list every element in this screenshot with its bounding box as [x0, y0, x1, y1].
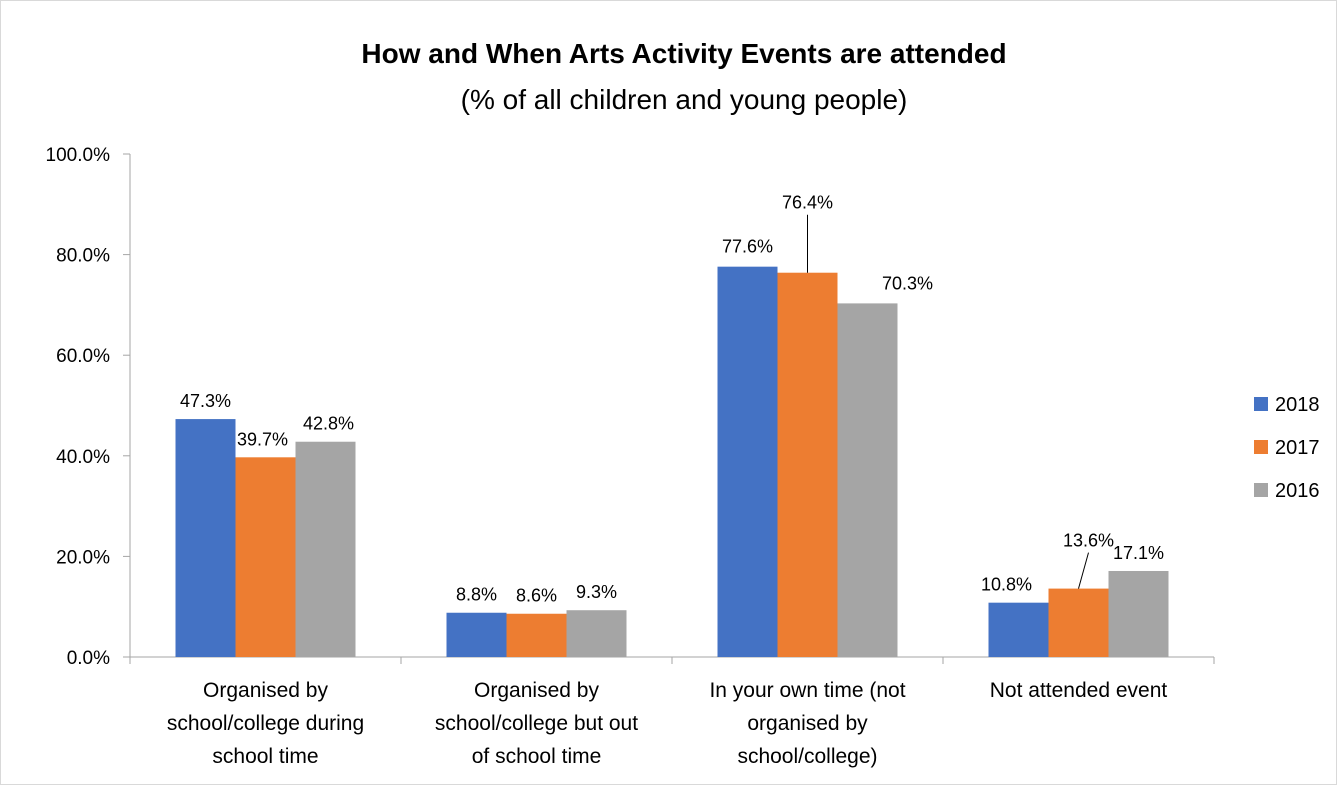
- bar: [837, 303, 898, 657]
- legend-label: 2017: [1275, 437, 1320, 459]
- bar: [235, 457, 296, 657]
- chart-subtitle: (% of all children and young people): [461, 84, 908, 115]
- chart-bars: [175, 266, 1169, 657]
- data-label: 17.1%: [1113, 543, 1164, 563]
- data-label: 47.3%: [180, 391, 231, 411]
- bar: [506, 613, 567, 657]
- data-label: 9.3%: [576, 582, 617, 602]
- data-label: 70.3%: [882, 273, 933, 293]
- legend-swatch: [1254, 397, 1268, 411]
- bar: [1048, 588, 1109, 657]
- bar: [1108, 570, 1169, 657]
- legend-label: 2016: [1275, 480, 1320, 502]
- bar: [295, 441, 356, 657]
- legend-swatch: [1254, 483, 1268, 497]
- bar: [446, 612, 507, 657]
- y-tick-label: 40.0%: [56, 447, 110, 468]
- data-label-leader: [1078, 552, 1089, 589]
- y-tick-label: 60.0%: [56, 346, 110, 367]
- y-tick-label: 20.0%: [56, 547, 110, 568]
- x-category-label: Not attended event: [990, 679, 1168, 702]
- data-label: 8.8%: [456, 585, 497, 605]
- data-label: 77.6%: [722, 237, 773, 257]
- y-tick-label: 0.0%: [67, 648, 110, 669]
- data-label: 42.8%: [303, 414, 354, 434]
- data-label: 76.4%: [782, 193, 833, 213]
- data-label: 39.7%: [237, 429, 288, 449]
- bar: [988, 602, 1049, 657]
- y-tick-label: 100.0%: [46, 145, 111, 166]
- x-category-label: Organised by school/college but out of sch…: [435, 679, 638, 768]
- y-tick-label: 80.0%: [56, 246, 110, 267]
- bar: [717, 266, 778, 657]
- chart-legend: 2018 2017 2016: [1254, 394, 1320, 502]
- bar: [175, 419, 236, 657]
- legend-label: 2018: [1275, 394, 1320, 416]
- chart-axes: 0.0% 20.0% 40.0% 60.0% 80.0% 100.0% Organised …: [46, 145, 1215, 768]
- data-label: 13.6%: [1063, 531, 1114, 551]
- chart-title: How and When Arts Activity Events are at…: [361, 38, 1006, 69]
- x-category-label: Organised by school/college during school …: [167, 679, 364, 768]
- bar: [566, 610, 627, 657]
- legend-swatch: [1254, 440, 1268, 454]
- bar: [777, 272, 838, 657]
- data-label: 10.8%: [981, 575, 1032, 595]
- chart-data-labels: 47.3% 8.8% 77.6% 10.8% 39.7% 8.6% 76.4% 13.6% 42…: [180, 193, 1164, 606]
- data-label: 8.6%: [516, 586, 557, 606]
- x-category-label: In your own time (not organised by school/…: [709, 679, 905, 768]
